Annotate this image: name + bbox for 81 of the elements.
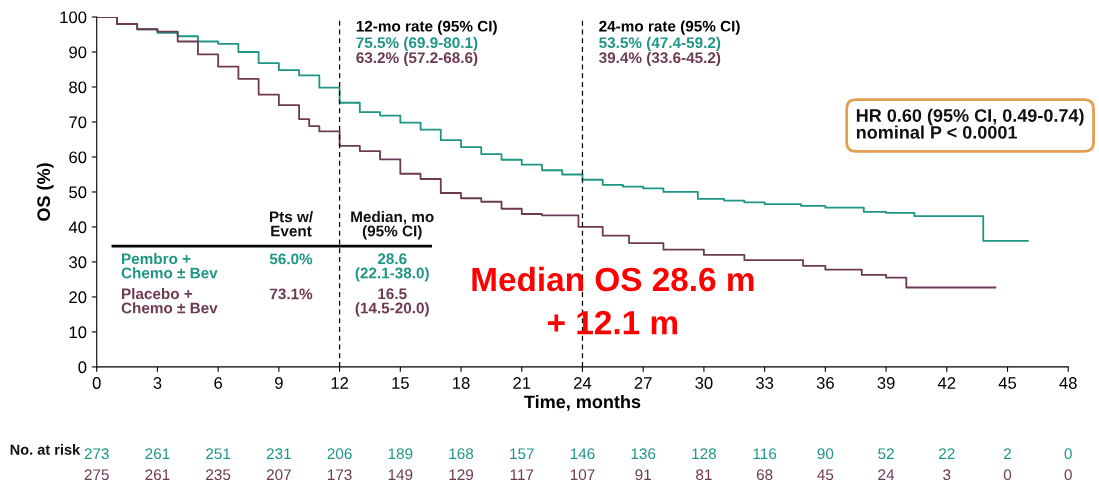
text: 261 <box>145 448 170 460</box>
text: 146 <box>570 448 595 460</box>
y-tick-label: 40 <box>68 221 87 234</box>
annotation: 63.2% (57.2-68.6) <box>356 51 478 67</box>
x-tick-label: 36 <box>816 377 834 389</box>
y-tick-label: 0 <box>78 361 87 374</box>
annotation: 75.5% (69.9-80.1) <box>356 36 478 52</box>
x-axis-title: Time, months <box>524 394 641 411</box>
text: 273 <box>84 448 109 460</box>
text: 91 <box>635 469 651 481</box>
y-axis-title: OS (%) <box>36 163 54 221</box>
text: 24 <box>878 469 895 480</box>
x-tick-label: 48 <box>1059 377 1077 389</box>
text: 235 <box>206 469 231 481</box>
ref-line-label: 24-mo rate (95% CI) <box>599 20 740 35</box>
text: 129 <box>449 469 474 481</box>
x-tick-label: 9 <box>275 377 283 389</box>
text: 231 <box>266 448 291 460</box>
text: 189 <box>388 448 413 460</box>
text: 0 <box>1064 448 1072 460</box>
y-tick-label: 30 <box>69 256 87 269</box>
text: 68 <box>756 469 773 481</box>
x-tick-label: 6 <box>214 377 223 389</box>
text: 22 <box>939 448 955 459</box>
text: 173 <box>328 469 352 481</box>
text: Placebo + Chemo ± Bev <box>121 287 218 314</box>
text: Pembro + Chemo ± Bev <box>121 252 218 279</box>
text: 52 <box>878 448 894 460</box>
text: 90 <box>817 448 834 460</box>
text: 2 <box>1004 448 1011 459</box>
y-tick-label: 80 <box>69 81 87 94</box>
x-tick-label: 12 <box>331 377 349 389</box>
y-tick-label: 60 <box>69 151 87 164</box>
text: 0 <box>1064 469 1072 481</box>
x-tick-label: 33 <box>756 377 774 389</box>
x-tick-label: 39 <box>877 377 895 389</box>
y-tick-label: 20 <box>69 291 87 304</box>
y-tick-label: 70 <box>69 116 87 129</box>
text: 251 <box>206 448 231 460</box>
text: 3 <box>943 469 951 481</box>
y-tick-label: 100 <box>60 11 87 24</box>
x-tick-label: 27 <box>634 377 652 389</box>
x-tick-label: 0 <box>92 377 101 389</box>
text: 206 <box>327 448 352 460</box>
text: 168 <box>449 448 474 460</box>
y-tick-label: 90 <box>69 46 87 59</box>
text: 275 <box>84 469 109 481</box>
text: 0 <box>1003 469 1012 481</box>
text: 149 <box>388 469 413 481</box>
text: 117 <box>510 469 534 480</box>
x-tick-label: 3 <box>153 377 162 389</box>
y-tick-label: 10 <box>69 326 87 339</box>
x-tick-label: 15 <box>392 377 409 389</box>
text: 128 <box>692 448 716 460</box>
annotation: 16.5 (14.5-20.0) <box>355 288 429 317</box>
annotation: Median, mo (95% CI) <box>351 210 434 240</box>
annotation: 73.1% <box>270 288 313 300</box>
y-tick-label: 50 <box>69 186 87 199</box>
text: 81 <box>696 469 712 481</box>
x-tick-label: 18 <box>453 377 470 389</box>
x-tick-label: 45 <box>998 377 1017 389</box>
text: 136 <box>631 448 656 460</box>
x-tick-label: 24 <box>574 377 592 389</box>
x-tick-label: 42 <box>937 377 956 389</box>
text: No. at risk <box>10 444 81 455</box>
text: 45 <box>817 469 834 481</box>
annotation: 56.0% <box>269 253 313 265</box>
text: 107 <box>570 469 595 481</box>
annotation: 53.5% (47.4-59.2) <box>599 36 721 52</box>
annotation: Median OS 28.6 m + 12.1 m <box>472 266 754 335</box>
annotation: 39.4% (33.6-45.2) <box>599 51 721 67</box>
text: 207 <box>266 469 291 481</box>
text: 261 <box>145 469 170 481</box>
text: 116 <box>753 448 777 460</box>
x-tick-label: 30 <box>695 377 713 389</box>
x-tick-label: 21 <box>513 377 531 389</box>
text: 157 <box>510 448 534 460</box>
annotation: Pts w/ Event <box>269 210 313 237</box>
annotation: HR 0.60 (95% CI, 0.49-0.74) nominal P < 0.0001 <box>856 108 1084 139</box>
annotation: 28.6 (22.1-38.0) <box>355 253 429 282</box>
ref-line-label: 12-mo rate (95% CI) <box>356 20 497 35</box>
